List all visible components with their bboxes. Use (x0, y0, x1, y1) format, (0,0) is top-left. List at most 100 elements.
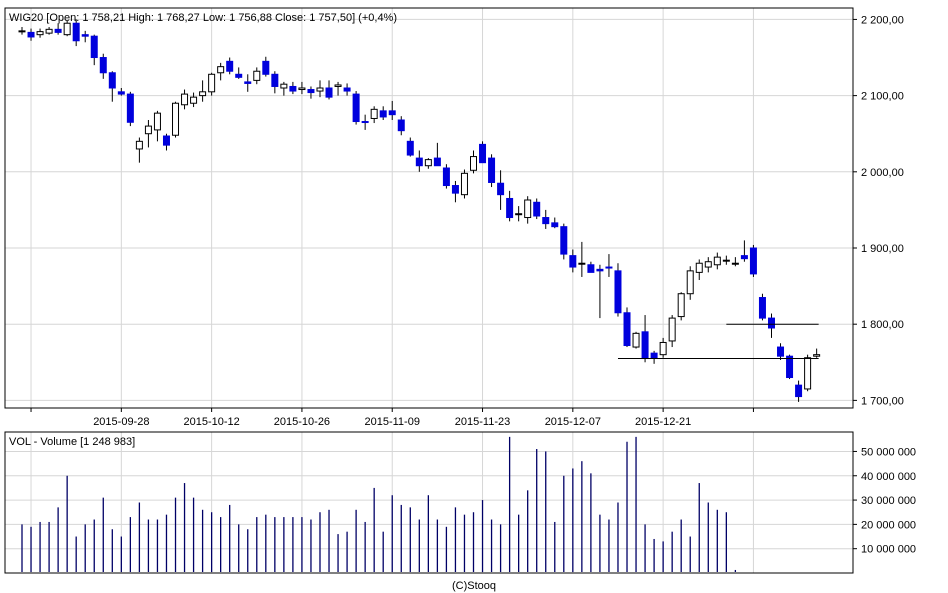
price-y-axis: 2 200,00 2 100,00 2 000,00 1 900,00 1 800,00… (853, 14, 904, 407)
candle (45, 27, 53, 35)
candle-body-down (442, 167, 450, 187)
candle (289, 81, 297, 95)
candle (117, 88, 125, 96)
candle-body-down (343, 87, 351, 92)
candle (406, 137, 414, 157)
candle (172, 101, 180, 138)
candle (804, 354, 812, 392)
footer-credit: (C)Stooq (452, 580, 496, 592)
candle-body-down (126, 93, 134, 123)
volume-panel-title: VOL - Volume [1 248 983] (9, 436, 135, 448)
candle-body-up (632, 332, 640, 348)
candle (388, 100, 396, 120)
candle-body-up (578, 262, 586, 265)
candle (153, 110, 161, 142)
candle-body-up (813, 354, 821, 357)
candle-body-down (271, 73, 279, 87)
price-y-tick-label: 1 700,00 (861, 395, 904, 407)
candle-body-up (135, 140, 143, 150)
candle (54, 23, 62, 35)
candle-body-up (731, 262, 739, 265)
candle-body-up (704, 261, 712, 268)
candle (506, 190, 514, 222)
candle-body-down (54, 28, 62, 33)
candle-body-down (262, 60, 270, 75)
volume-y-tick-label: 40 000 000 (861, 471, 916, 483)
candle-body-up (515, 213, 523, 216)
candle-body-up (63, 22, 71, 36)
candle-body-up (253, 70, 261, 81)
candle-body-up (316, 87, 324, 92)
candle (659, 337, 667, 358)
candle (713, 252, 721, 270)
candle-body-up (713, 256, 721, 266)
x-tick-label: 2015-12-07 (545, 416, 601, 428)
candle-body-down (650, 352, 658, 359)
candle (641, 315, 649, 363)
candle-body-down (749, 247, 757, 275)
candle-body-down (27, 31, 35, 38)
candle-body-down (740, 255, 748, 260)
x-tick-label: 2015-12-21 (635, 416, 691, 428)
candle-body-down (479, 143, 487, 164)
candle-body-down (569, 255, 577, 268)
candle (813, 348, 821, 358)
candle (235, 67, 243, 79)
candle (199, 80, 207, 102)
x-tick-label: 2015-10-12 (183, 416, 239, 428)
candle-body-down (623, 312, 631, 347)
candle (749, 244, 757, 277)
candle-body-up (36, 31, 44, 36)
candle-body-up (804, 357, 812, 390)
x-tick-label: 2015-11-23 (455, 416, 510, 428)
candle-body-up (190, 96, 198, 104)
candle (479, 141, 487, 164)
candle (677, 292, 685, 321)
candle-body-down (786, 355, 794, 379)
candle (470, 150, 477, 174)
candle (334, 81, 342, 96)
candle-body-down (497, 182, 505, 196)
candle (325, 80, 333, 100)
candle-body-down (758, 297, 766, 319)
candle-body-down (533, 201, 541, 217)
price-panel-title: WIG20 [Open: 1 758,21 High: 1 768,27 Low… (9, 12, 397, 24)
candle (578, 241, 586, 277)
candle (424, 158, 432, 169)
candle (262, 56, 270, 77)
candle-body-down (795, 384, 803, 398)
candle (99, 53, 107, 79)
candle (108, 71, 116, 102)
candle (343, 83, 351, 96)
x-axis: 2015-09-28 2015-10-12 2015-10-26 2015-11-09… (30, 408, 754, 428)
candle (731, 257, 739, 267)
candle (181, 89, 189, 110)
candle-body-down (307, 89, 315, 94)
candle (27, 28, 35, 41)
volume-y-tick-label: 50 000 000 (861, 446, 916, 458)
candle (298, 81, 306, 95)
candle-body-down (81, 34, 89, 37)
candle (524, 196, 532, 224)
candle-body-up (280, 83, 288, 89)
candle-body-down (415, 157, 423, 167)
candle-body-down (90, 35, 98, 59)
candle (415, 150, 423, 172)
candle (90, 34, 98, 66)
candle-body-down (388, 110, 396, 116)
candle (397, 116, 405, 136)
candle-body-down (560, 226, 568, 255)
candle-body-up (424, 159, 432, 167)
candle-body-up (524, 199, 532, 219)
candle-body-down (451, 185, 459, 194)
candle (190, 92, 198, 108)
candle (569, 249, 577, 273)
candle (442, 164, 450, 189)
candle (451, 180, 459, 203)
x-tick-label: 2015-11-09 (365, 416, 420, 428)
candle-body-down (379, 110, 387, 118)
candle-body-down (777, 346, 785, 357)
candle-body-up (722, 259, 730, 262)
candle (226, 57, 234, 75)
candle-body-down (244, 81, 252, 84)
